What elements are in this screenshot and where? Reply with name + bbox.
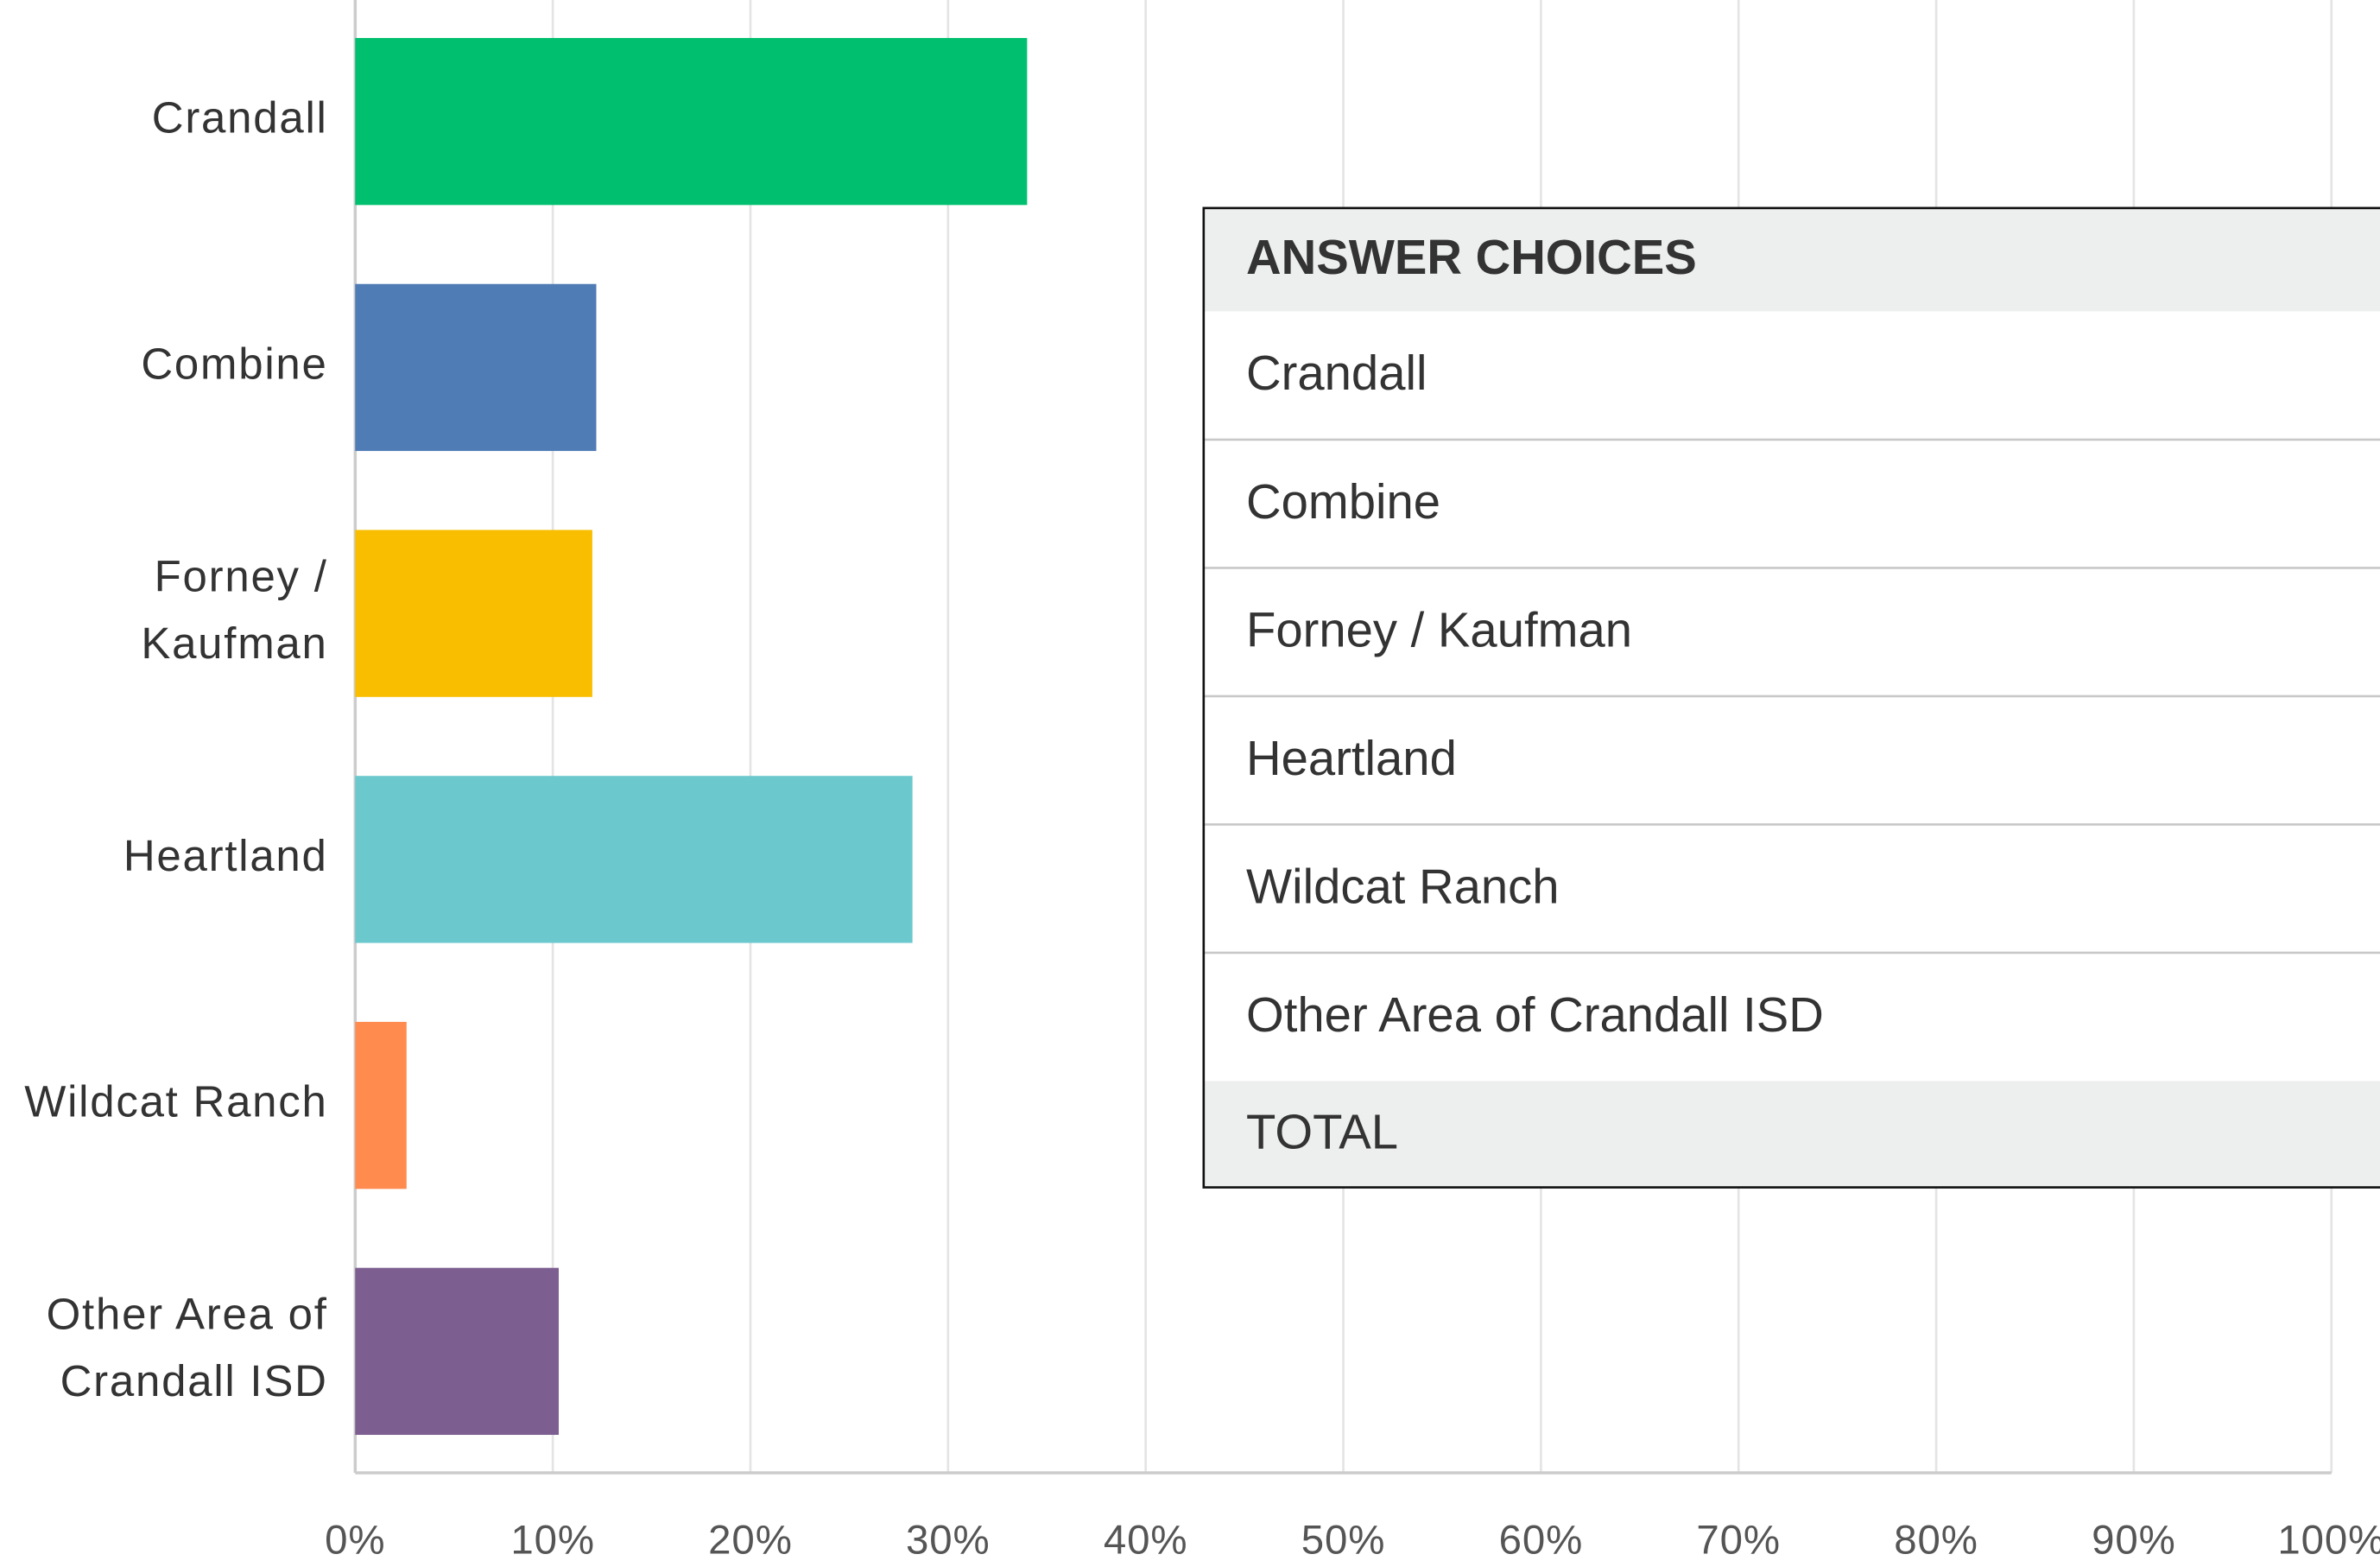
bar (355, 776, 913, 943)
x-tick-label: 20% (708, 1517, 793, 1563)
table-bg (1203, 207, 2380, 1188)
x-tick-label: 70% (1696, 1517, 1781, 1563)
bar (355, 283, 597, 452)
table-row-label: Wildcat Ranch (1246, 859, 1560, 913)
y-tick-label: Forney / Kaufman (127, 552, 327, 668)
y-tick-label: Combine (141, 339, 327, 389)
bar (355, 1021, 407, 1190)
table-header (1203, 207, 2380, 312)
x-tick-label: 60% (1499, 1517, 1584, 1563)
table-row-label: Crandall (1246, 346, 1427, 400)
x-tick-label: 40% (1104, 1517, 1188, 1563)
bar (355, 530, 592, 697)
bar (355, 1267, 560, 1436)
bar (355, 37, 1028, 206)
table-total-row (1203, 1081, 2380, 1188)
table-header-text: ANSWER CHOICES (1246, 230, 1697, 284)
y-tick-label: Heartland (123, 831, 328, 880)
answer-table: ANSWER CHOICES Crandall Combine Forney / Ka… (1202, 206, 2380, 1189)
x-tick-label: 80% (1894, 1517, 1978, 1563)
x-tick-label: 10% (510, 1517, 595, 1563)
table-row-label: Forney / Kaufman (1246, 602, 1632, 657)
table-row-label: Other Area of Crandall ISD (1246, 987, 1824, 1042)
table-border (1202, 206, 2380, 1189)
x-tick-label: 0% (325, 1517, 385, 1563)
x-tick-label: 30% (906, 1517, 991, 1563)
y-tick-label: Wildcat Ranch (24, 1077, 327, 1126)
x-tick-label: 100% (2277, 1517, 2380, 1563)
x-tick-label: 50% (1301, 1517, 1386, 1563)
y-tick-label: Other Area of Crandall ISD (47, 1290, 328, 1405)
x-tick-label: 90% (2092, 1517, 2176, 1563)
table-row-label: Combine (1246, 474, 1440, 529)
table-total-label: TOTAL (1246, 1105, 1398, 1159)
y-tick-label: Crandall (152, 93, 328, 143)
table-row-label: Heartland (1246, 731, 1457, 785)
